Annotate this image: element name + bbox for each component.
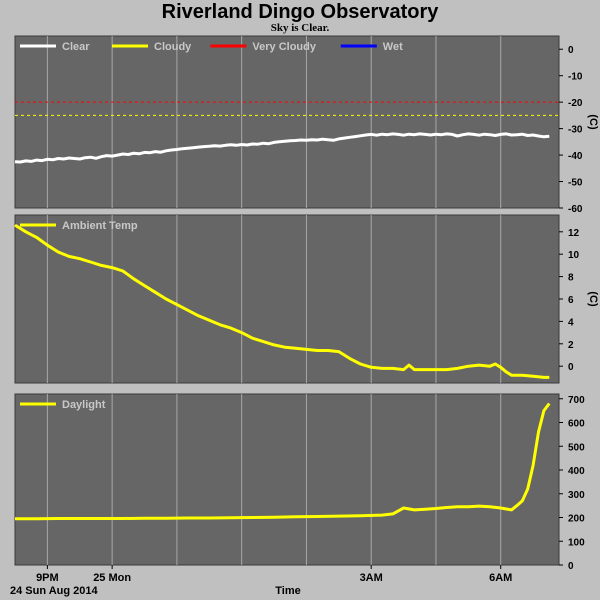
x-tick-label: 6AM xyxy=(489,572,512,584)
y-axis-label: (C) xyxy=(587,114,599,130)
legend-label: Cloudy xyxy=(154,41,192,53)
plot-area xyxy=(14,214,560,384)
x-tick-label: 25 Mon xyxy=(93,572,131,584)
legend-label: Very Cloudy xyxy=(252,41,316,53)
y-tick-label: 200 xyxy=(568,514,585,525)
y-tick-label: -60 xyxy=(568,204,583,215)
y-axis-label: (C) xyxy=(587,291,599,307)
chart-panel-2: 12 10 8 6 4 2 0 (C) Ambient Temp xyxy=(14,214,599,384)
y-tick-label: 100 xyxy=(568,537,585,548)
y-tick-label: -40 xyxy=(568,151,583,162)
chart-panel-1: 0 -10 -20 -30 -40 -50 -60 (C) Clear Cloudy Very Cl… xyxy=(14,35,599,215)
y-tick-label: 12 xyxy=(568,228,580,239)
y-tick-label: 500 xyxy=(568,442,585,453)
x-axis: 9PM 25 Mon 3AM 6AM 24 Sun Aug 2014 Time xyxy=(10,565,512,597)
series-line-clear xyxy=(14,132,550,164)
series-line-daylight xyxy=(15,402,551,521)
y-tick-label: -20 xyxy=(568,98,583,109)
legend-label: Clear xyxy=(62,41,90,53)
y-tick-label: 600 xyxy=(568,419,585,430)
y-tick-label: 2 xyxy=(568,340,574,351)
y-tick-label: 10 xyxy=(568,250,580,261)
y-tick-label: 4 xyxy=(568,317,574,328)
date-label: 24 Sun Aug 2014 xyxy=(10,585,99,597)
y-tick-label: -30 xyxy=(568,125,583,136)
y-tick-label: 700 xyxy=(568,395,585,406)
plot-area xyxy=(14,35,560,209)
y-tick-label: 400 xyxy=(568,466,585,477)
page-title: Riverland Dingo Observatory xyxy=(161,1,439,23)
y-tick-label: -10 xyxy=(568,72,583,83)
legend-label: Ambient Temp xyxy=(62,220,138,232)
series-line-ambient-temp xyxy=(14,223,550,379)
x-tick-label: 9PM xyxy=(36,572,59,584)
sky-status: Sky is Clear. xyxy=(270,22,330,34)
x-tick-label: 3AM xyxy=(360,572,383,584)
y-tick-label: 0 xyxy=(568,561,574,572)
y-tick-label: -50 xyxy=(568,178,583,189)
y-tick-label: 0 xyxy=(568,362,574,373)
x-axis-title: Time xyxy=(275,585,300,597)
y-tick-label: 0 xyxy=(568,45,574,56)
y-tick-label: 8 xyxy=(568,273,574,284)
legend-label: Wet xyxy=(383,41,403,53)
legend-label: Daylight xyxy=(62,399,106,411)
y-tick-label: 300 xyxy=(568,490,585,501)
plot-area xyxy=(14,393,560,566)
y-tick-label: 6 xyxy=(568,295,574,306)
chart-panel-3: 700 600 500 400 300 200 100 0 Daylight xyxy=(14,393,585,572)
